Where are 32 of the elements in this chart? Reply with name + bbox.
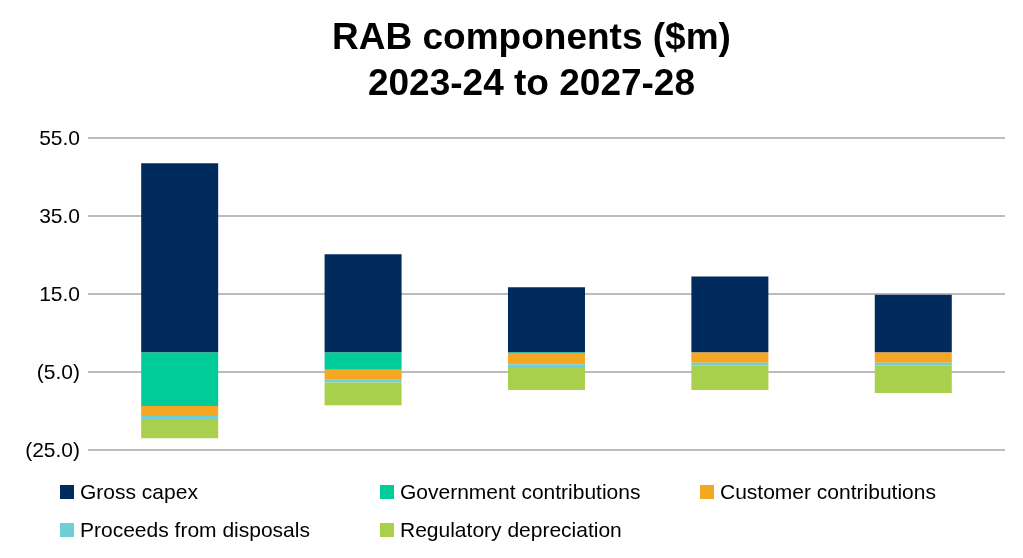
bar [141, 419, 219, 439]
bar [141, 416, 219, 420]
y-tick-label: 55.0 [39, 126, 80, 150]
bar [324, 254, 402, 353]
bar [324, 369, 402, 380]
bar [141, 405, 219, 417]
y-tick-label: (5.0) [36, 360, 80, 384]
bar [691, 276, 769, 353]
bar [874, 352, 952, 363]
bar [507, 353, 585, 365]
legend-label: Customer contributions [720, 480, 936, 504]
bar [874, 294, 952, 353]
chart-subtitle: 2023-24 to 2027-28 [366, 61, 697, 105]
bar [874, 365, 952, 394]
bar [691, 365, 769, 390]
bar [324, 379, 402, 383]
bar [507, 364, 585, 367]
bar [324, 382, 402, 406]
y-tick-label: 15.0 [39, 282, 80, 306]
legend-label: Proceeds from disposals [80, 518, 310, 542]
y-tick-label: (25.0) [25, 438, 80, 462]
bar [324, 352, 402, 370]
bar [507, 366, 585, 390]
legend-label: Government contributions [400, 480, 641, 504]
legend-label: Regulatory depreciation [400, 518, 622, 542]
bar [507, 287, 585, 353]
y-tick-label: 35.0 [39, 204, 80, 228]
bar [141, 352, 219, 406]
bar [691, 352, 769, 363]
legend-label: Gross capex [80, 480, 198, 504]
bar [141, 163, 219, 353]
chart-title: RAB components ($m) [331, 15, 732, 59]
